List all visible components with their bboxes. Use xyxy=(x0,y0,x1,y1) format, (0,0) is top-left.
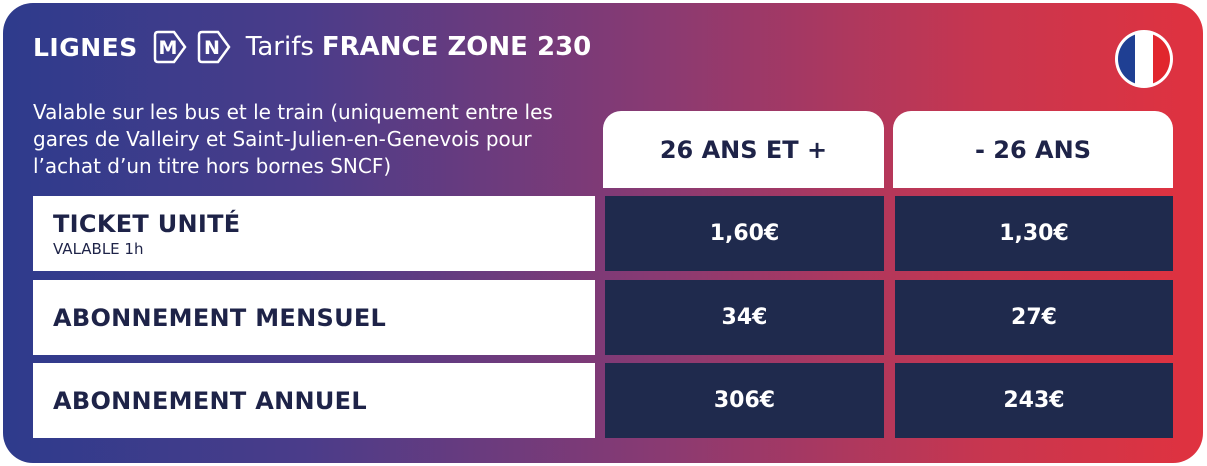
tarifs-label: Tarifs xyxy=(245,32,314,62)
price-cell: 27€ xyxy=(895,280,1173,355)
svg-text:N: N xyxy=(204,37,220,59)
row-label-abonnement-annuel: ABONNEMENT ANNUEL xyxy=(33,363,595,438)
row-title: ABONNEMENT MENSUEL xyxy=(53,303,387,332)
price-cell: 1,60€ xyxy=(605,196,884,271)
lignes-label: LIGNES xyxy=(33,32,138,62)
column-header-26-plus: 26 ANS ET + xyxy=(603,111,884,188)
line-n-badge-icon: N xyxy=(196,29,232,65)
tariff-card: LIGNES M N Tarifs FRANCE ZONE 230 Valabl… xyxy=(3,3,1203,463)
france-flag-icon xyxy=(1115,30,1173,88)
row-label-ticket-unite: TICKET UNITÉ VALABLE 1h xyxy=(33,196,595,271)
header: LIGNES M N Tarifs FRANCE ZONE 230 xyxy=(33,25,591,69)
row-title: ABONNEMENT ANNUEL xyxy=(53,386,367,415)
zone-title: FRANCE ZONE 230 xyxy=(321,32,592,62)
price-cell: 1,30€ xyxy=(895,196,1173,271)
line-m-badge-icon: M xyxy=(152,29,188,65)
row-subtitle: VALABLE 1h xyxy=(53,239,144,258)
column-header-under-26: - 26 ANS xyxy=(893,111,1173,188)
price-cell: 243€ xyxy=(895,363,1173,438)
row-title: TICKET UNITÉ xyxy=(53,209,241,238)
price-cell: 306€ xyxy=(605,363,884,438)
row-label-abonnement-mensuel: ABONNEMENT MENSUEL xyxy=(33,280,595,355)
validity-description: Valable sur les bus et le train (uniquem… xyxy=(33,100,553,178)
svg-text:M: M xyxy=(158,37,177,59)
price-cell: 34€ xyxy=(605,280,884,355)
